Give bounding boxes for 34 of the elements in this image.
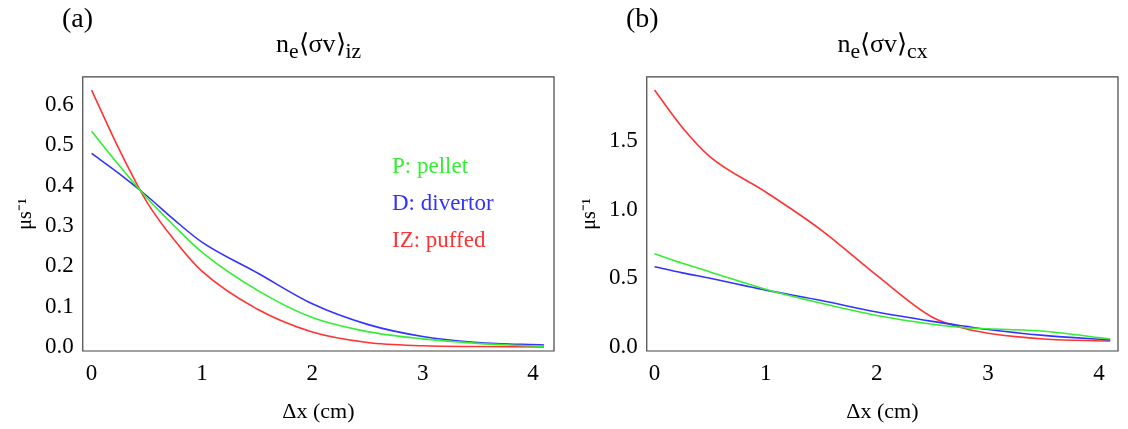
text: D: divertor [392, 188, 494, 217]
y-tick-label: 0.1 [45, 292, 74, 318]
y-axis-title: μs⁻¹ [577, 198, 601, 230]
x-tick-label: 1 [196, 359, 208, 385]
x-axis-title: Δx (cm) [846, 397, 919, 423]
chart-title: n$_{e}$⟨σv⟩$_{cx}$ [837, 28, 928, 65]
y-tick-label: 0.0 [45, 333, 74, 359]
text: (b) [626, 2, 659, 34]
y-tick-label: 0.3 [45, 212, 74, 238]
y-tick-label: 0.6 [45, 91, 74, 117]
y-tick-label: 1.5 [609, 127, 638, 153]
y-tick-label: 0.2 [45, 252, 74, 278]
x-tick-label: 0 [648, 359, 661, 385]
line-series [90, 89, 545, 348]
y-tick-label: 0.5 [609, 264, 638, 290]
x-tick-label: 4 [1093, 359, 1106, 385]
x-tick-label: 2 [871, 359, 883, 385]
y-tick-label: 0.4 [45, 171, 75, 197]
x-axis-title: Δx (cm) [282, 397, 355, 423]
y-tick-label: 1.0 [609, 195, 638, 221]
x-tick-label: 3 [982, 359, 994, 385]
line-series [653, 89, 1112, 342]
y-tick-label: 0.5 [45, 131, 74, 157]
x-tick-label: 3 [416, 359, 429, 385]
text: P: pellet [392, 151, 470, 180]
chart-title: n$_{e}$⟨σv⟩$_{iz}$ [275, 28, 362, 65]
x-tick-label: 1 [759, 359, 772, 385]
x-tick-label: 0 [85, 359, 98, 385]
y-tick-label: 0.0 [609, 332, 638, 358]
y-axis-title: μs⁻¹ [13, 198, 37, 230]
x-tick-label: 2 [306, 359, 319, 385]
text: IZ: puffed [392, 225, 487, 254]
x-tick-label: 4 [527, 359, 540, 385]
text: (a) [62, 2, 94, 34]
